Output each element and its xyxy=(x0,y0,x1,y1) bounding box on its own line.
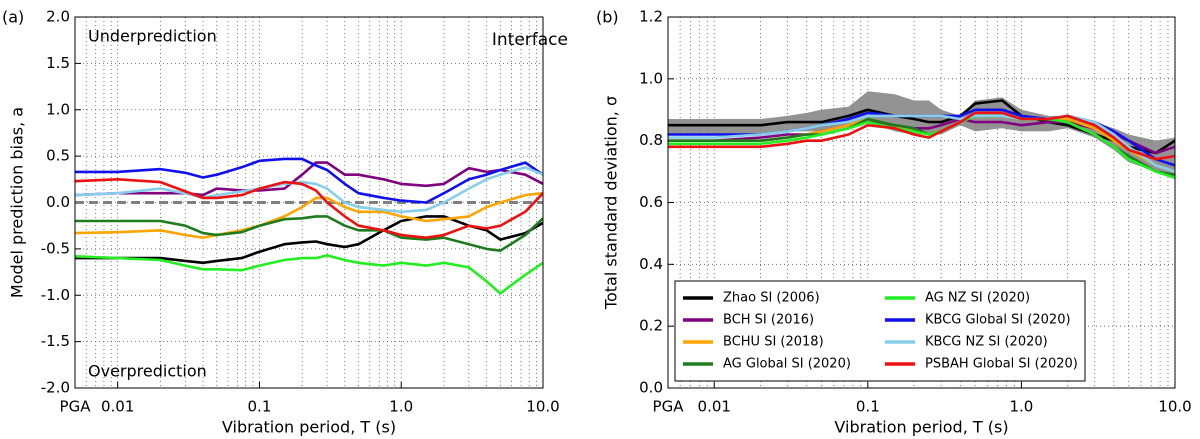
panel: PGA 0.01 0.1 1.0 10.0 0.0 0.2 0.4 0.6 0.8 1.0 1.2 Vi… xyxy=(596,8,1192,437)
legend-label: AG NZ SI (2020) xyxy=(925,291,1030,306)
y-tick-label: 0.8 xyxy=(639,131,663,149)
plot-area xyxy=(668,91,1175,180)
series-line xyxy=(75,215,543,265)
y-tick-label: -1.5 xyxy=(41,332,70,350)
x-axis-label: Vibration period, T (s) xyxy=(834,418,1008,437)
y-axis-label: Total standard deviation, σ xyxy=(602,96,621,310)
y-axis-label: Model prediction bias, a xyxy=(8,107,27,298)
y-tick-label: 0.6 xyxy=(639,193,663,211)
series-line xyxy=(668,99,1175,155)
series-line xyxy=(75,191,543,239)
series-line xyxy=(75,166,543,214)
x-tick-label: 0.1 xyxy=(856,398,880,416)
legend-box xyxy=(674,280,1086,382)
y-tick-label: -1.0 xyxy=(41,286,70,304)
y-tick-label: -0.5 xyxy=(41,239,70,257)
y-tick-label: 0.4 xyxy=(639,255,663,273)
x-tick-label: 0.1 xyxy=(248,398,272,416)
legend: Zhao SI (2006) BCH SI (2016) BCHU SI (2018… xyxy=(674,280,1086,382)
y-tick-label: 0.0 xyxy=(46,193,70,211)
legend-label: KBCG Global SI (2020) xyxy=(925,313,1071,328)
panel-label: (b) xyxy=(596,8,619,27)
x-tick-label: 1.0 xyxy=(389,398,413,416)
y-tick-label: 1.5 xyxy=(46,54,70,72)
y-tick-label: 1.2 xyxy=(639,8,663,26)
series-line xyxy=(668,114,1175,173)
legend-label: BCH SI (2016) xyxy=(723,313,814,328)
y-tick-label: 2.0 xyxy=(46,8,70,26)
panel-label: (a) xyxy=(2,8,24,27)
y-tick-label: 0.5 xyxy=(46,147,70,165)
series-line xyxy=(75,254,543,295)
x-tick-label: 0.01 xyxy=(698,398,731,416)
x-tick-label: 10.0 xyxy=(526,398,559,416)
axes-frame xyxy=(74,16,544,389)
y-tick-label: 1.0 xyxy=(46,100,70,118)
x-tick-label: PGA xyxy=(653,398,685,416)
legend-label: Zhao SI (2006) xyxy=(723,291,820,306)
x-tick-label: 0.01 xyxy=(101,398,134,416)
series-line xyxy=(75,215,543,252)
plot-area xyxy=(75,157,543,295)
x-tick-label: PGA xyxy=(60,398,92,416)
legend-label: BCHU SI (2018) xyxy=(723,335,824,350)
annotation: Interface xyxy=(492,30,568,50)
x-tick-label: 1.0 xyxy=(1009,398,1033,416)
annotation: Underprediction xyxy=(88,27,217,46)
axes-frame xyxy=(667,16,1176,389)
x-tick-label: 10.0 xyxy=(1158,398,1191,416)
y-tick-label: 0.0 xyxy=(639,379,663,397)
series-line xyxy=(75,157,543,204)
y-tick-label: -2.0 xyxy=(41,379,70,397)
series-line xyxy=(75,178,543,239)
legend-label: AG Global SI (2020) xyxy=(723,357,851,372)
x-axis-label: Vibration period, T (s) xyxy=(222,418,396,437)
legend-label: PSBAH Global SI (2020) xyxy=(925,357,1078,372)
legend-label: KBCG NZ SI (2020) xyxy=(925,335,1048,350)
series-line xyxy=(668,111,1175,161)
panel: PGA 0.01 0.1 1.0 10.0 -2.0 -1.5 -1.0 -0.5 0.0 0.5 1… xyxy=(2,8,568,437)
y-tick-label: 0.2 xyxy=(639,317,663,335)
annotation: Overprediction xyxy=(88,362,207,381)
y-tick-label: 1.0 xyxy=(639,69,663,87)
